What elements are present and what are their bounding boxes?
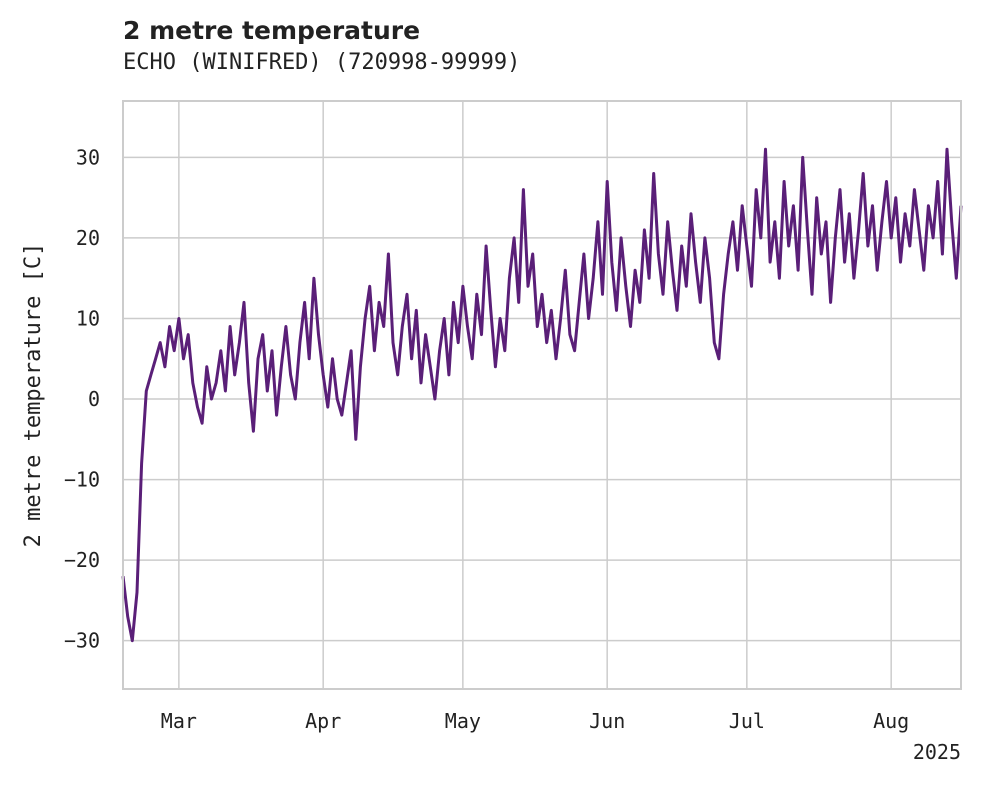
x-tick-label: Aug xyxy=(873,709,909,733)
x-tick-label: Jun xyxy=(589,709,625,733)
grid-lines xyxy=(123,101,961,689)
x-ticks: Mar Apr May Jun Jul Aug xyxy=(161,709,909,733)
y-tick-label: 10 xyxy=(76,306,100,330)
x-offset-label: 2025 xyxy=(913,740,961,764)
plot-frame xyxy=(122,100,962,690)
y-axis-label: 2 metre temperature [C] xyxy=(21,243,46,548)
chart-title: 2 metre temperature xyxy=(123,16,421,45)
y-tick-label: −30 xyxy=(64,629,100,653)
chart-subtitle: ECHO (WINIFRED) (720998-99999) xyxy=(123,50,521,75)
y-tick-label: 30 xyxy=(76,145,100,169)
y-tick-label: 20 xyxy=(76,226,100,250)
y-tick-label: −20 xyxy=(64,548,100,572)
x-tick-label: Mar xyxy=(161,709,197,733)
series-layer xyxy=(121,147,963,643)
y-tick-label: 0 xyxy=(88,387,100,411)
y-tick-label: −10 xyxy=(64,468,100,492)
x-tick-label: Jul xyxy=(729,709,765,733)
y-ticks: 30 20 10 0 −10 −20 −30 xyxy=(64,145,100,652)
temperature-series-line xyxy=(121,147,963,643)
x-tick-label: Apr xyxy=(305,709,341,733)
x-tick-label: May xyxy=(445,709,481,733)
